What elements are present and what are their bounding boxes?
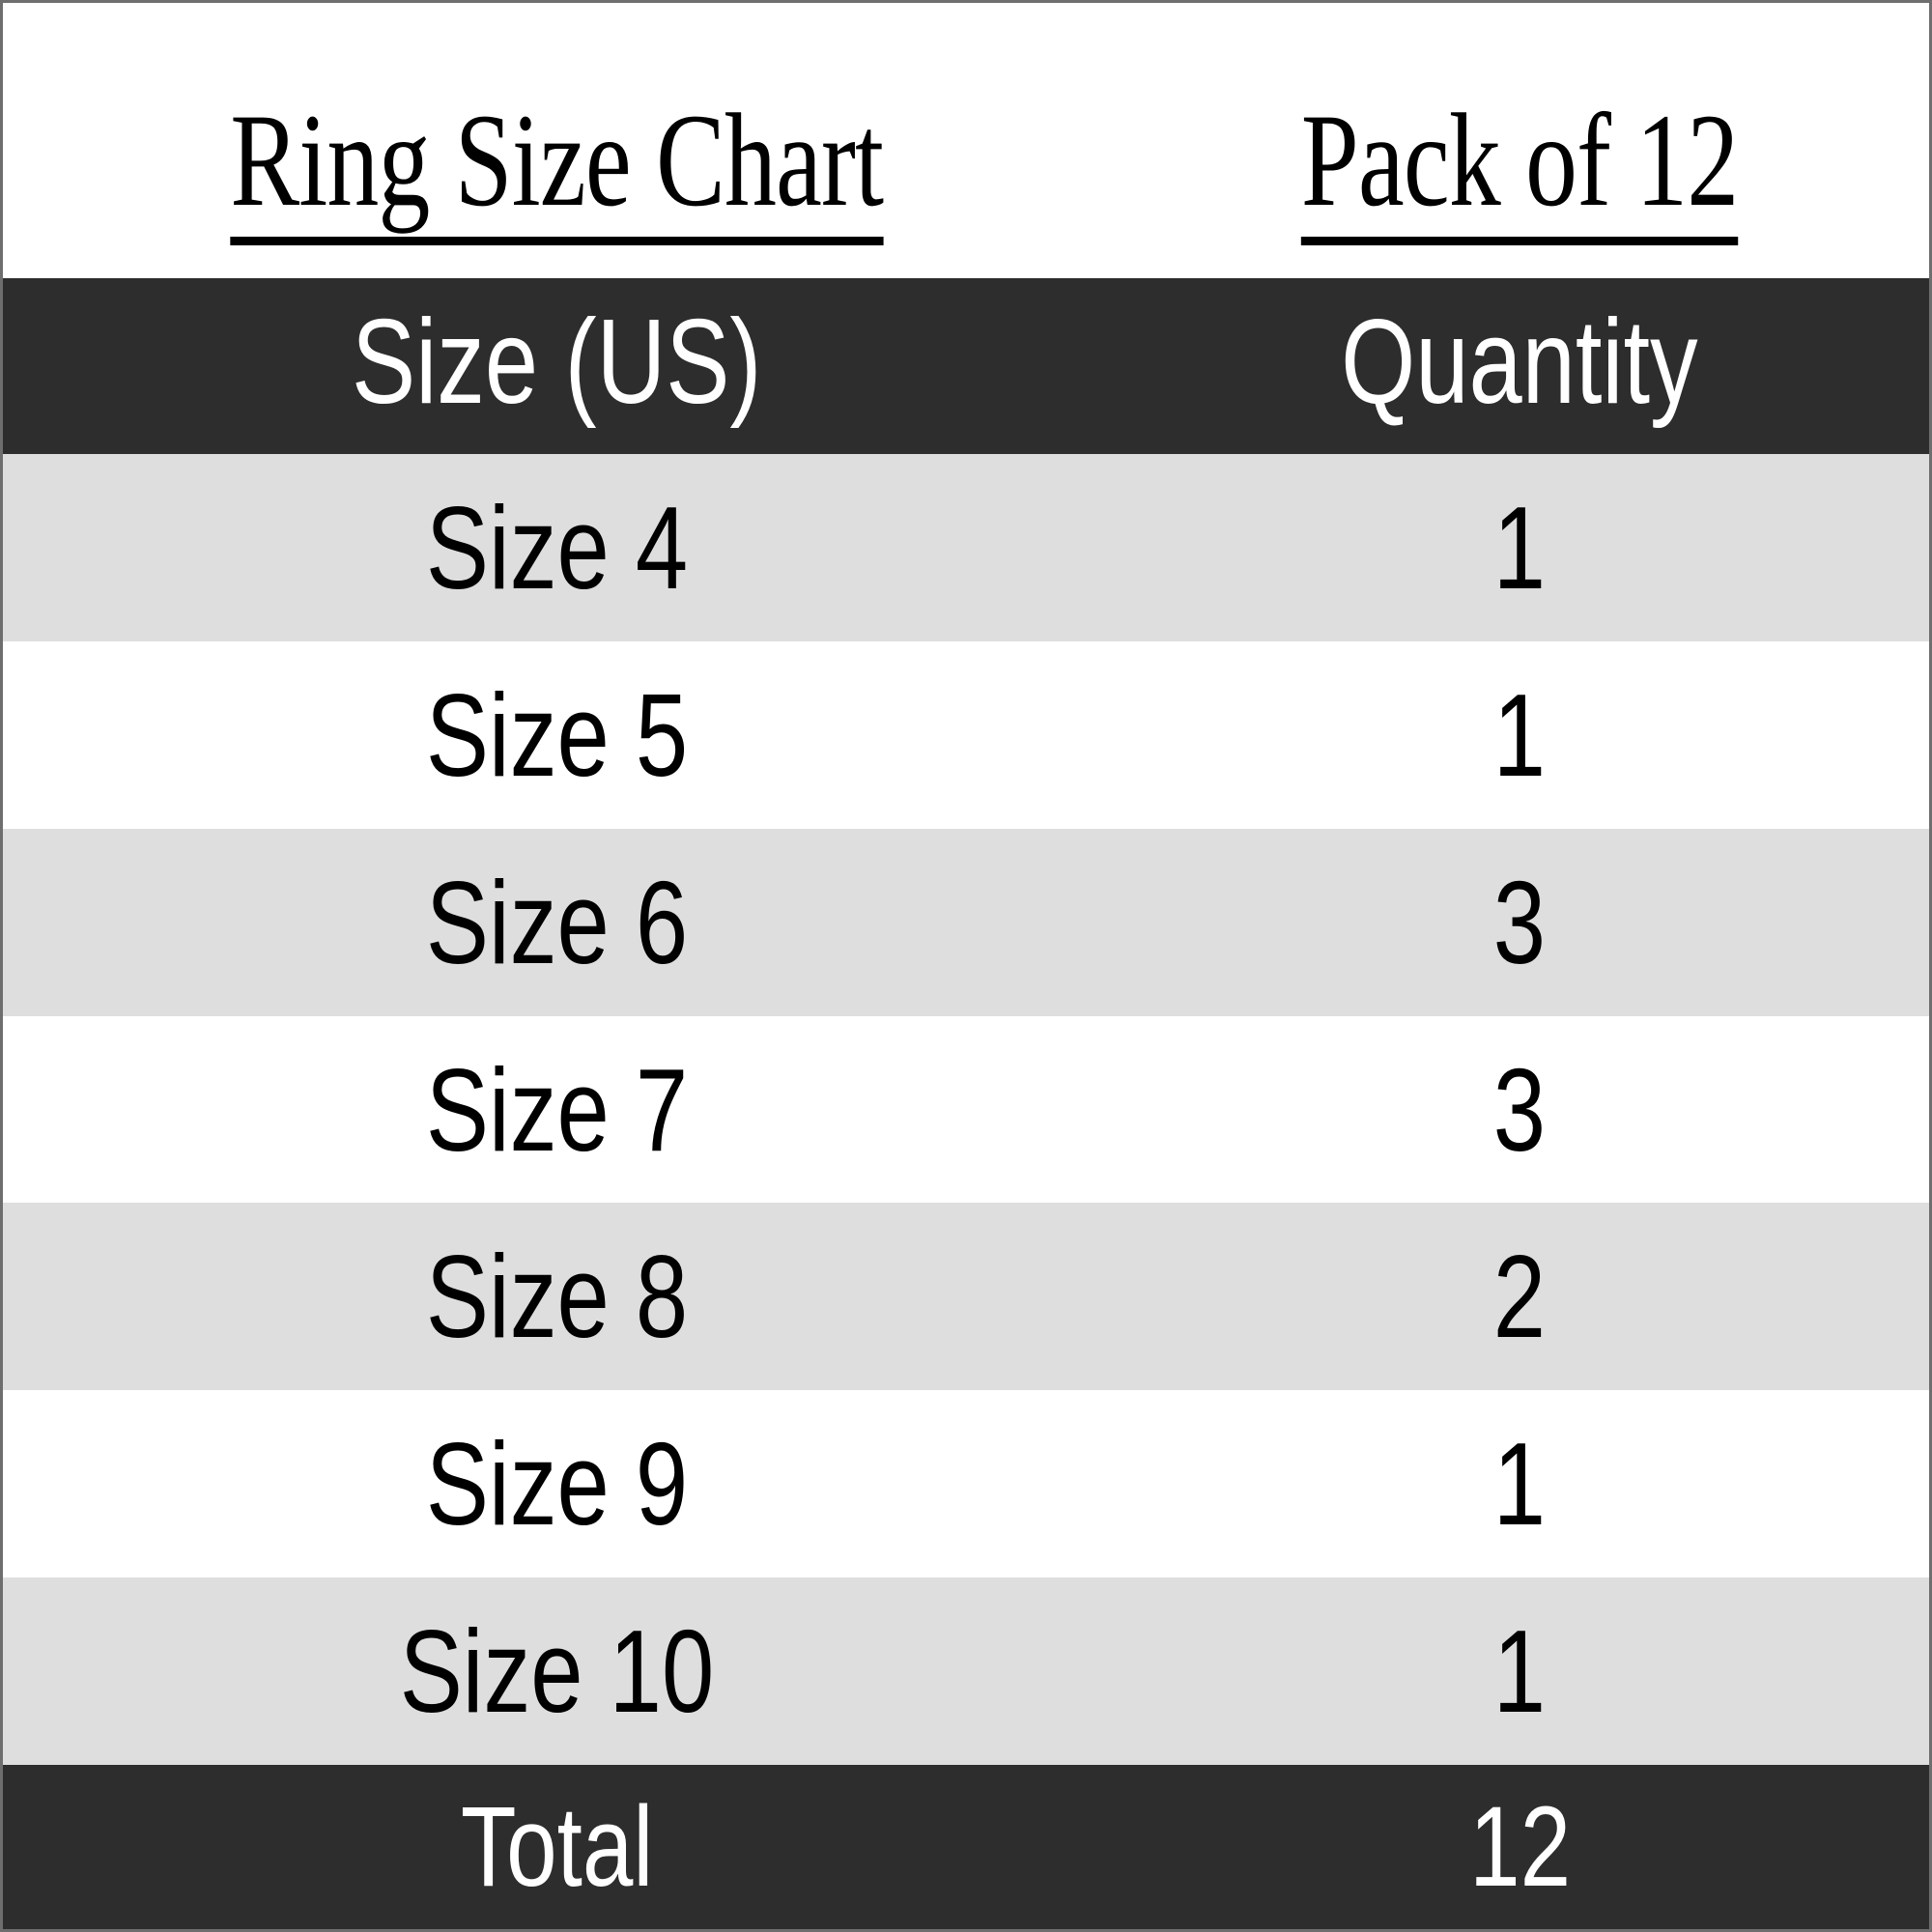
table-header-row: Size (US) Quantity	[3, 278, 1929, 454]
pack-label: Pack of 12	[1300, 94, 1739, 245]
cell-quantity: 1	[1111, 454, 1929, 641]
size-label: Size 7	[425, 1043, 688, 1176]
cell-size: Size 8	[3, 1203, 1111, 1390]
table-row: Size 7 3	[3, 1015, 1929, 1204]
table-row: Size 4 1	[3, 454, 1929, 641]
quantity-value: 1	[1493, 1605, 1547, 1738]
cell-quantity: 2	[1111, 1203, 1929, 1390]
total-row: Total 12	[3, 1765, 1929, 1930]
cell-quantity: 1	[1111, 1577, 1929, 1765]
header-cell-quantity: Quantity	[1111, 278, 1929, 454]
quantity-value: 1	[1493, 668, 1547, 801]
cell-size: Size 4	[3, 454, 1111, 641]
table-row: Size 5 1	[3, 640, 1929, 829]
title-row: Ring Size Chart Pack of 12	[3, 3, 1929, 278]
cell-quantity: 1	[1111, 1390, 1929, 1577]
table-row: Size 9 1	[3, 1390, 1929, 1578]
total-value: 12	[1468, 1783, 1571, 1912]
size-label: Size 4	[425, 481, 688, 613]
title-cell-chart-name: Ring Size Chart	[3, 3, 1111, 278]
size-label: Size 8	[425, 1231, 688, 1363]
table-row: Size 10 1	[3, 1577, 1929, 1766]
cell-size: Size 6	[3, 829, 1111, 1016]
quantity-value: 3	[1493, 856, 1547, 988]
size-label: Size 9	[425, 1418, 688, 1550]
cell-size: Size 5	[3, 641, 1111, 829]
cell-quantity: 1	[1111, 641, 1929, 829]
total-label-cell: Total	[3, 1765, 1111, 1929]
total-label: Total	[460, 1783, 653, 1912]
table-row: Size 6 3	[3, 828, 1929, 1016]
title-cell-pack-label: Pack of 12	[1111, 3, 1929, 278]
size-label: Size 5	[425, 668, 688, 801]
header-cell-size: Size (US)	[3, 278, 1111, 454]
table-row: Size 8 2	[3, 1203, 1929, 1391]
quantity-value: 2	[1493, 1231, 1547, 1363]
page-title: Ring Size Chart	[230, 94, 884, 245]
cell-size: Size 7	[3, 1016, 1111, 1204]
total-value-cell: 12	[1111, 1765, 1929, 1929]
quantity-value: 1	[1493, 481, 1547, 613]
size-label: Size 10	[399, 1605, 715, 1738]
quantity-value: 1	[1493, 1418, 1547, 1550]
cell-quantity: 3	[1111, 829, 1929, 1016]
size-label: Size 6	[425, 856, 688, 988]
cell-size: Size 10	[3, 1577, 1111, 1765]
column-header-size: Size (US)	[352, 296, 762, 429]
cell-quantity: 3	[1111, 1016, 1929, 1204]
cell-size: Size 9	[3, 1390, 1111, 1577]
column-header-quantity: Quantity	[1341, 296, 1698, 429]
quantity-value: 3	[1493, 1043, 1547, 1176]
